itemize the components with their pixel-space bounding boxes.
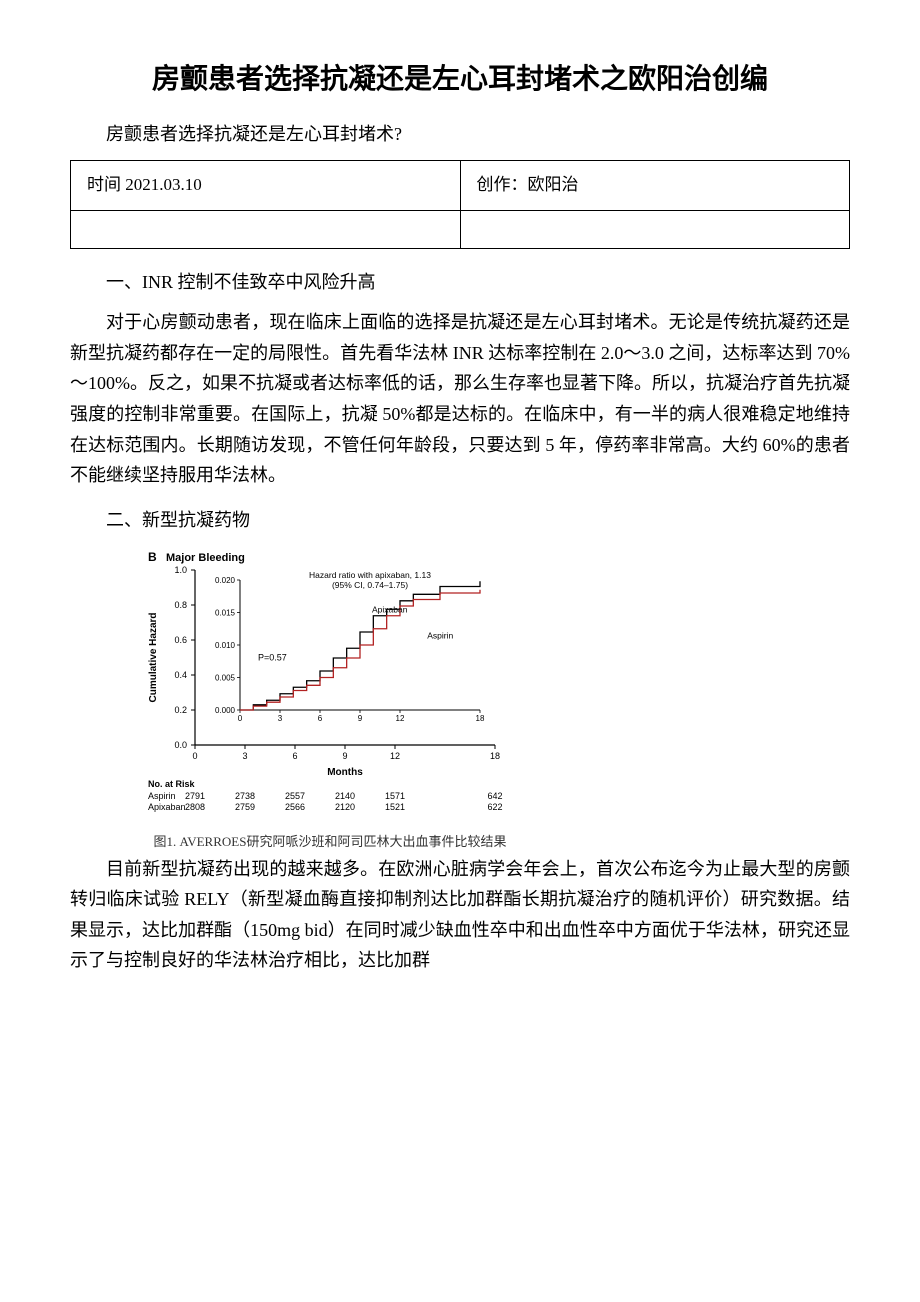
svg-text:12: 12 bbox=[396, 714, 405, 723]
svg-text:9: 9 bbox=[358, 714, 363, 723]
svg-text:0.8: 0.8 bbox=[174, 600, 187, 610]
svg-text:P=0.57: P=0.57 bbox=[258, 653, 287, 663]
info-table: 时间 2021.03.10 创作：欧阳治 bbox=[70, 160, 850, 249]
svg-text:0.000: 0.000 bbox=[215, 706, 236, 715]
svg-text:Aspirin: Aspirin bbox=[427, 631, 453, 641]
svg-text:1521: 1521 bbox=[385, 802, 405, 812]
svg-text:2808: 2808 bbox=[185, 802, 205, 812]
svg-text:No. at Risk: No. at Risk bbox=[148, 779, 196, 789]
svg-text:Apixaban: Apixaban bbox=[148, 802, 186, 812]
svg-text:B: B bbox=[148, 550, 157, 564]
svg-text:18: 18 bbox=[490, 751, 500, 761]
svg-text:0: 0 bbox=[192, 751, 197, 761]
svg-text:1.0: 1.0 bbox=[174, 565, 187, 575]
svg-text:Aspirin: Aspirin bbox=[148, 791, 176, 801]
svg-text:0.6: 0.6 bbox=[174, 635, 187, 645]
page-title: 房颤患者选择抗凝还是左心耳封堵术之欧阳治创编 bbox=[70, 60, 850, 99]
svg-text:0.005: 0.005 bbox=[215, 674, 236, 683]
svg-text:2557: 2557 bbox=[285, 791, 305, 801]
svg-text:2120: 2120 bbox=[335, 802, 355, 812]
svg-text:0.010: 0.010 bbox=[215, 641, 236, 650]
info-cell-author: 创作：欧阳治 bbox=[460, 160, 850, 210]
svg-text:Major Bleeding: Major Bleeding bbox=[166, 552, 245, 564]
svg-text:18: 18 bbox=[476, 714, 485, 723]
svg-text:Hazard ratio with apixaban, 1.: Hazard ratio with apixaban, 1.13 bbox=[309, 570, 431, 580]
svg-text:2140: 2140 bbox=[335, 791, 355, 801]
paragraph-2: 目前新型抗凝药出现的越来越多。在欧洲心脏病学会年会上，首次公布迄今为止最大型的房… bbox=[70, 854, 850, 976]
svg-text:2566: 2566 bbox=[285, 802, 305, 812]
svg-text:6: 6 bbox=[318, 714, 323, 723]
svg-text:3: 3 bbox=[242, 751, 247, 761]
info-cell-empty bbox=[71, 210, 461, 248]
svg-text:0.4: 0.4 bbox=[174, 670, 187, 680]
section-heading-1: 一、INR 控制不佳致卒中风险升高 bbox=[70, 267, 850, 298]
svg-text:2759: 2759 bbox=[235, 802, 255, 812]
chart-major-bleeding: B Major Bleeding 0.0 0.2 0.4 0.6 0.8 1.0 0 3 6 9 12 1… bbox=[140, 545, 850, 825]
section-heading-2: 二、新型抗凝药物 bbox=[70, 505, 850, 536]
info-cell-empty bbox=[460, 210, 850, 248]
svg-text:9: 9 bbox=[342, 751, 347, 761]
svg-text:0: 0 bbox=[238, 714, 243, 723]
table-row bbox=[71, 210, 850, 248]
svg-text:0.015: 0.015 bbox=[215, 609, 236, 618]
svg-text:0.020: 0.020 bbox=[215, 576, 236, 585]
svg-text:(95% CI, 0.74–1.75): (95% CI, 0.74–1.75) bbox=[332, 580, 408, 590]
info-cell-time: 时间 2021.03.10 bbox=[71, 160, 461, 210]
paragraph-1: 对于心房颤动患者，现在临床上面临的选择是抗凝还是左心耳封堵术。无论是传统抗凝药还… bbox=[70, 307, 850, 491]
svg-text:622: 622 bbox=[487, 802, 502, 812]
svg-text:1571: 1571 bbox=[385, 791, 405, 801]
svg-text:Cumulative Hazard: Cumulative Hazard bbox=[148, 613, 159, 703]
svg-text:2791: 2791 bbox=[185, 791, 205, 801]
svg-text:Months: Months bbox=[327, 767, 363, 778]
svg-text:3: 3 bbox=[278, 714, 283, 723]
svg-text:0.2: 0.2 bbox=[174, 705, 187, 715]
svg-text:6: 6 bbox=[292, 751, 297, 761]
chart-caption: 图1. AVERROES研究阿哌沙班和阿司匹林大出血事件比较结果 bbox=[140, 831, 520, 853]
svg-text:642: 642 bbox=[487, 791, 502, 801]
table-row: 时间 2021.03.10 创作：欧阳治 bbox=[71, 160, 850, 210]
svg-text:12: 12 bbox=[390, 751, 400, 761]
svg-text:0.0: 0.0 bbox=[174, 740, 187, 750]
svg-text:2738: 2738 bbox=[235, 791, 255, 801]
subtitle: 房颤患者选择抗凝还是左心耳封堵术? bbox=[70, 119, 850, 150]
svg-text:Apixaban: Apixaban bbox=[372, 605, 408, 615]
